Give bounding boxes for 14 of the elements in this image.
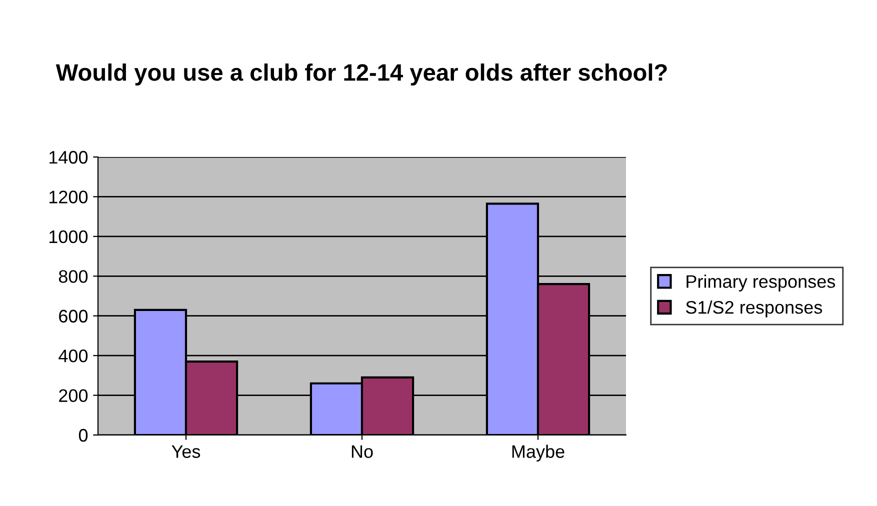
y-tick-label: 1000 [49, 230, 88, 244]
x-tick-label: Yes [172, 445, 200, 458]
x-tick-label: No [352, 445, 373, 458]
legend-label: S1/S2 responses [686, 300, 822, 318]
y-tick-label: 1200 [49, 190, 88, 204]
y-tick-label: 0 [78, 428, 88, 442]
y-tick-label: 400 [58, 350, 88, 362]
legend-label: Primary responses [686, 274, 836, 292]
chart-title: Would you use a club for 12-14 year olds after school? [56, 64, 667, 86]
y-tick-label: 200 [59, 389, 88, 402]
y-tick-label: 800 [58, 270, 88, 283]
y-tick-label: 600 [59, 310, 88, 323]
x-tick-label: Maybe [512, 444, 564, 462]
y-tick-label: 1400 [49, 150, 88, 164]
